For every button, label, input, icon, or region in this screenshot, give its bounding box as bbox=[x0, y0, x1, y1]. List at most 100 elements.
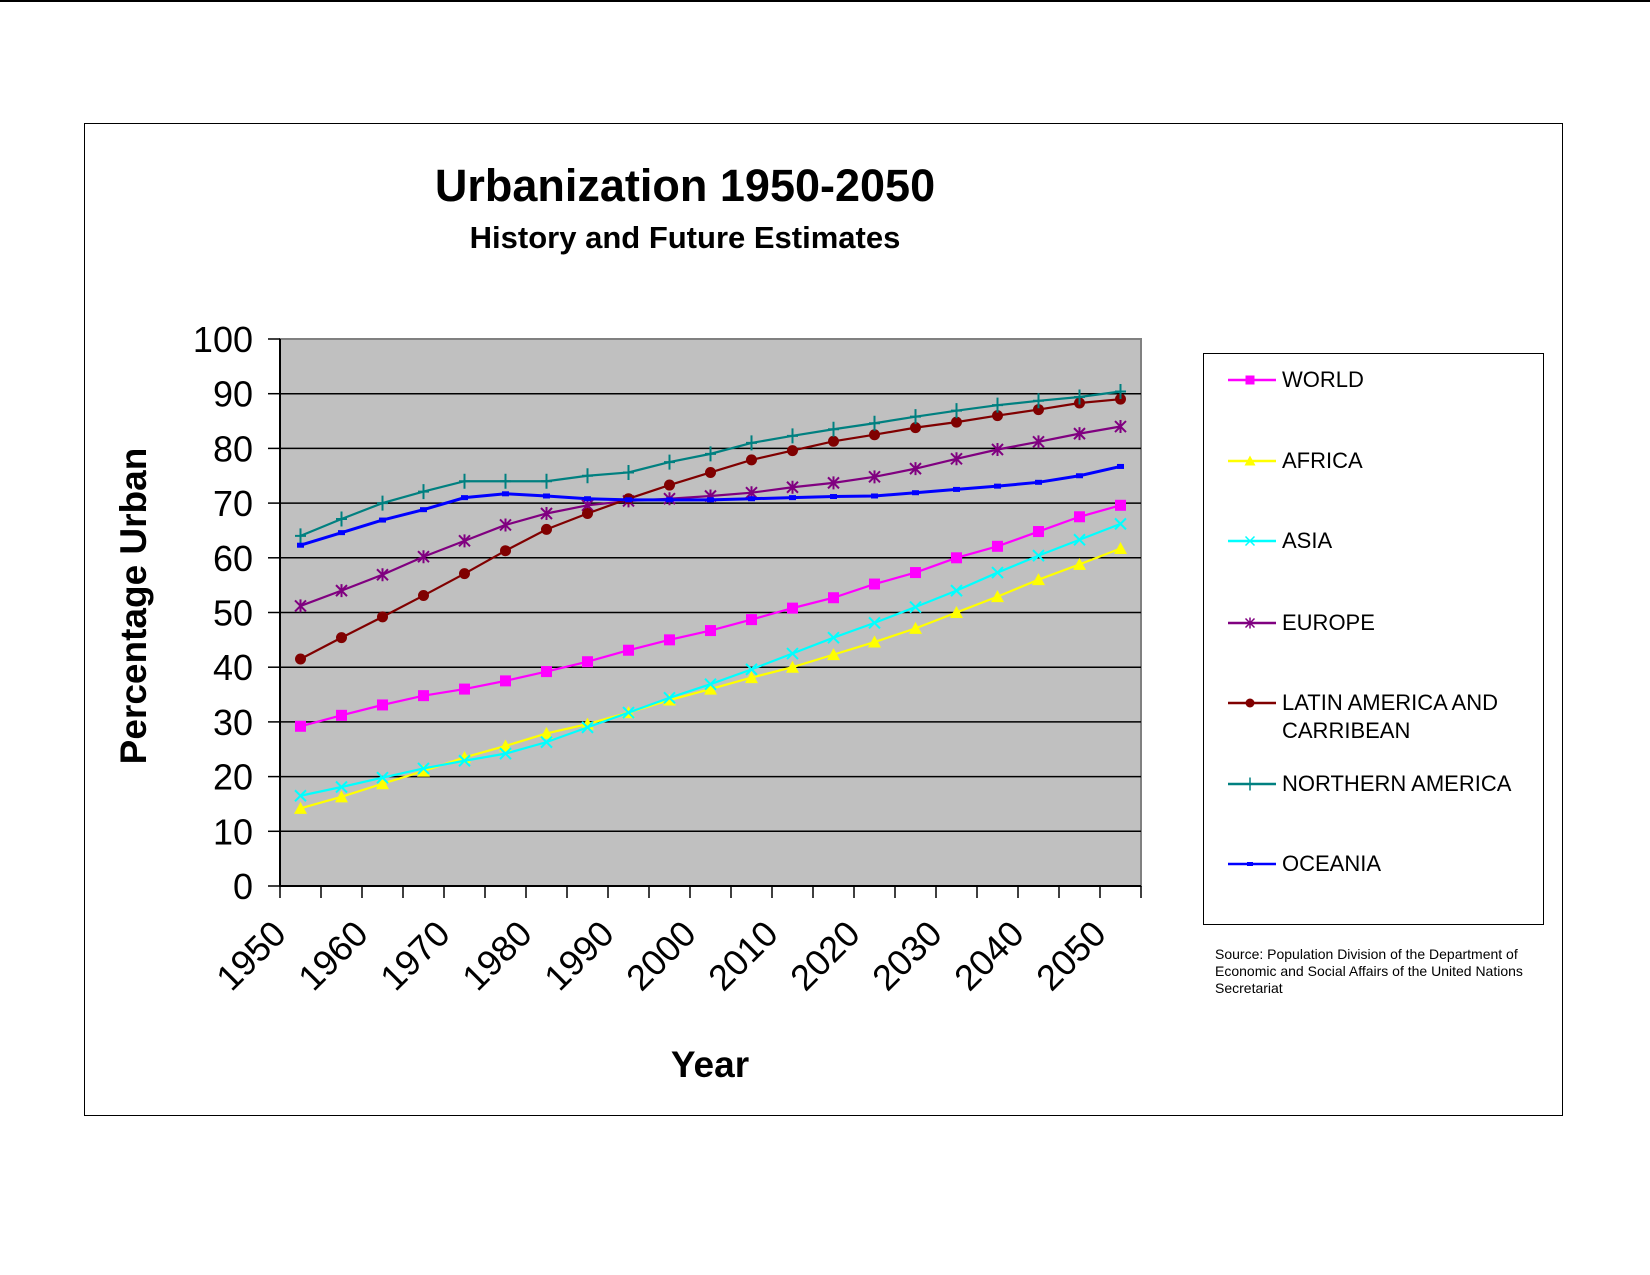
data-point-asia bbox=[622, 706, 635, 719]
legend: WORLD AFRICA ASIA EUROPE LATIN AMERICA AND C… bbox=[1203, 353, 1544, 925]
x-tick-label: 2010 bbox=[700, 913, 786, 999]
legend-marker-europe bbox=[1244, 617, 1256, 629]
data-point-asia bbox=[663, 691, 676, 705]
data-point-oceania bbox=[953, 486, 960, 492]
data-point-northern-america bbox=[951, 403, 962, 419]
y-tick-label: 70 bbox=[213, 483, 253, 524]
data-point-oceania bbox=[994, 483, 1001, 489]
data-point-europe bbox=[540, 506, 553, 520]
data-point-northern-america bbox=[1074, 389, 1085, 405]
legend-marker-asia bbox=[1244, 535, 1256, 547]
legend-swatch-asia bbox=[1228, 535, 1276, 547]
legend-marker-latin-america-and-carribean bbox=[1245, 698, 1255, 708]
data-point-northern-america bbox=[295, 528, 306, 544]
legend-swatch-latin-america-and-carribean bbox=[1228, 698, 1276, 708]
data-point-world bbox=[951, 552, 962, 564]
data-point-europe bbox=[458, 534, 471, 548]
data-point-latin-america-and-carribean bbox=[377, 611, 388, 623]
data-point-world bbox=[787, 602, 798, 614]
data-point-latin-america-and-carribean bbox=[910, 422, 921, 434]
data-point-world bbox=[910, 567, 921, 579]
data-point-europe bbox=[499, 518, 512, 532]
data-point-europe bbox=[1073, 427, 1086, 441]
legend-label: LATIN AMERICA AND CARRIBEAN bbox=[1282, 690, 1498, 743]
data-point-northern-america bbox=[623, 464, 634, 480]
data-point-europe bbox=[827, 476, 840, 490]
legend-marker-oceania bbox=[1247, 862, 1253, 866]
data-point-africa bbox=[376, 777, 389, 790]
data-point-asia bbox=[704, 677, 717, 691]
data-point-asia bbox=[868, 616, 881, 630]
data-point-africa bbox=[1032, 573, 1045, 586]
data-point-africa bbox=[1114, 542, 1127, 555]
data-point-world bbox=[582, 656, 593, 668]
data-point-oceania bbox=[912, 490, 919, 496]
y-tick-label: 60 bbox=[213, 538, 253, 579]
data-point-northern-america bbox=[910, 409, 921, 425]
legend-item-asia: ASIA bbox=[1228, 527, 1532, 555]
y-tick-label: 100 bbox=[193, 319, 253, 360]
x-tick-label: 2040 bbox=[946, 913, 1032, 999]
data-point-world bbox=[541, 666, 552, 678]
data-point-asia bbox=[499, 747, 512, 760]
data-point-world bbox=[295, 720, 306, 732]
data-point-northern-america bbox=[1033, 393, 1044, 409]
data-point-africa bbox=[827, 648, 840, 661]
x-tick-label: 1970 bbox=[372, 913, 458, 999]
x-axis-label: Year bbox=[670, 1044, 750, 1085]
x-tick-label: 1960 bbox=[290, 913, 376, 999]
data-point-world bbox=[459, 683, 470, 695]
data-point-world bbox=[1115, 499, 1126, 511]
data-point-latin-america-and-carribean bbox=[582, 507, 593, 519]
data-point-world bbox=[746, 614, 757, 626]
data-point-oceania bbox=[707, 497, 714, 503]
data-point-latin-america-and-carribean bbox=[1115, 393, 1126, 405]
data-point-asia bbox=[786, 647, 799, 660]
data-point-europe bbox=[1114, 420, 1127, 434]
data-point-northern-america bbox=[869, 415, 880, 431]
legend-item-oceania: OCEANIA bbox=[1228, 850, 1532, 878]
y-tick-label: 50 bbox=[213, 593, 253, 634]
data-point-oceania bbox=[789, 495, 796, 501]
legend-label: NORTHERN AMERICA bbox=[1282, 771, 1512, 796]
data-point-oceania bbox=[379, 517, 386, 523]
data-point-northern-america bbox=[828, 421, 839, 437]
legend-label: WORLD bbox=[1282, 367, 1364, 392]
data-point-world bbox=[869, 578, 880, 590]
data-point-latin-america-and-carribean bbox=[500, 545, 511, 557]
data-point-oceania bbox=[871, 493, 878, 499]
data-point-latin-america-and-carribean bbox=[787, 445, 798, 457]
data-point-africa bbox=[294, 801, 307, 814]
data-point-asia bbox=[335, 780, 348, 794]
data-point-asia bbox=[540, 735, 553, 749]
data-point-latin-america-and-carribean bbox=[336, 632, 347, 644]
data-point-oceania bbox=[748, 496, 755, 502]
data-point-asia bbox=[991, 566, 1004, 579]
data-point-northern-america bbox=[992, 397, 1003, 413]
data-point-europe bbox=[294, 599, 307, 613]
data-point-africa bbox=[745, 671, 758, 684]
data-point-latin-america-and-carribean bbox=[828, 435, 839, 447]
x-tick-label: 2030 bbox=[864, 913, 950, 999]
data-point-oceania bbox=[297, 542, 304, 548]
data-point-oceania bbox=[1117, 463, 1124, 469]
data-point-world bbox=[500, 675, 511, 687]
chart-title: Urbanization 1950-2050 bbox=[434, 160, 936, 211]
data-point-oceania bbox=[461, 495, 468, 501]
data-point-world bbox=[1074, 511, 1085, 523]
data-point-asia bbox=[581, 721, 594, 734]
legend-swatch-europe bbox=[1228, 617, 1276, 629]
data-point-world bbox=[418, 690, 429, 702]
data-point-northern-america bbox=[377, 495, 388, 511]
data-point-oceania bbox=[543, 493, 550, 499]
x-tick-label: 2050 bbox=[1028, 913, 1114, 999]
data-point-northern-america bbox=[541, 473, 552, 489]
data-point-oceania bbox=[584, 496, 591, 502]
data-point-africa bbox=[786, 660, 799, 673]
data-point-europe bbox=[417, 550, 430, 564]
source-note: Source: Population Division of the Depar… bbox=[1215, 946, 1523, 996]
data-point-world bbox=[336, 709, 347, 721]
data-point-oceania bbox=[338, 530, 345, 536]
data-point-oceania bbox=[830, 494, 837, 500]
legend-item-europe: EUROPE bbox=[1228, 609, 1532, 637]
